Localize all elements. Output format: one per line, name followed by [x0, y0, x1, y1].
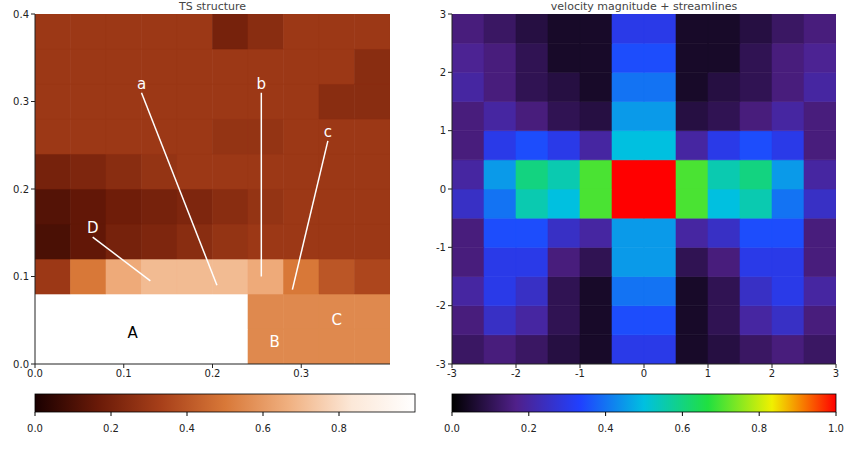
svg-text:0.8: 0.8: [331, 423, 347, 434]
svg-text:0.4: 0.4: [598, 423, 614, 434]
svg-text:0.1: 0.1: [13, 271, 29, 282]
svg-text:-3: -3: [447, 368, 457, 379]
svg-text:-2: -2: [511, 368, 521, 379]
svg-text:0.8: 0.8: [751, 423, 767, 434]
svg-text:-1: -1: [575, 368, 585, 379]
svg-text:3: 3: [833, 368, 839, 379]
svg-text:0.0: 0.0: [13, 359, 29, 370]
svg-text:2: 2: [440, 67, 446, 78]
svg-text:0: 0: [641, 368, 647, 379]
svg-text:0: 0: [440, 184, 446, 195]
svg-text:a: a: [137, 75, 146, 93]
svg-text:0.4: 0.4: [13, 9, 29, 20]
svg-text:0.0: 0.0: [27, 368, 43, 379]
svg-text:0.6: 0.6: [674, 423, 690, 434]
svg-text:2: 2: [769, 368, 775, 379]
svg-text:c: c: [324, 123, 332, 141]
svg-text:0.1: 0.1: [116, 368, 132, 379]
svg-text:0.2: 0.2: [521, 423, 537, 434]
svg-text:0.3: 0.3: [13, 96, 29, 107]
svg-text:0.6: 0.6: [255, 423, 271, 434]
svg-text:1.0: 1.0: [828, 423, 844, 434]
svg-text:0.2: 0.2: [205, 368, 221, 379]
svg-text:A: A: [127, 324, 138, 342]
svg-text:3: 3: [440, 9, 446, 20]
svg-text:0.4: 0.4: [179, 423, 195, 434]
svg-text:C: C: [332, 311, 342, 329]
svg-text:-3: -3: [436, 359, 446, 370]
svg-text:0.3: 0.3: [293, 368, 309, 379]
svg-text:-2: -2: [436, 300, 446, 311]
html-text:TS structure: TS structure: [178, 0, 247, 13]
svg-text:0.0: 0.0: [444, 423, 460, 434]
svg-text:0.2: 0.2: [13, 184, 29, 195]
svg-text:0.0: 0.0: [27, 423, 43, 434]
svg-text:-1: -1: [436, 242, 446, 253]
svg-text:D: D: [87, 219, 99, 237]
svg-text:1: 1: [440, 125, 446, 136]
svg-text:0.2: 0.2: [103, 423, 119, 434]
html-text:velocity magnitude + streamlin: velocity magnitude + streamlines: [550, 0, 738, 13]
svg-text:1: 1: [705, 368, 711, 379]
svg-text:B: B: [269, 333, 279, 351]
svg-text:b: b: [257, 75, 267, 93]
